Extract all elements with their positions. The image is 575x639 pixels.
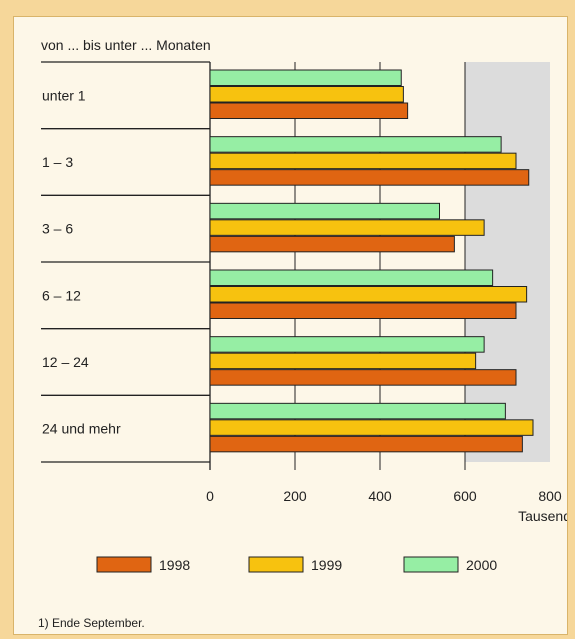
legend-swatch-1999 (248, 556, 304, 573)
chart-frame: unter 1 1 – 3 3 – 6 6 – 12 12 – 24 24 und meh… (13, 16, 568, 635)
x-tick-label: 600 (453, 488, 477, 504)
legend-swatch-1998 (96, 556, 152, 573)
legend-label-1998: 1998 (159, 557, 190, 573)
category-label: 6 – 12 (42, 287, 81, 303)
category-labels: unter 1 1 – 3 3 – 6 6 – 12 12 – 24 24 und meh… (42, 87, 121, 436)
legend-label-2000: 2000 (466, 557, 497, 573)
bar-1999-4 (209, 286, 528, 303)
bar-2000-1 (209, 69, 402, 86)
x-tick-label: 200 (283, 488, 307, 504)
bar-1999-3 (209, 219, 485, 236)
bar-1998-3 (209, 235, 455, 253)
category-label: 24 und mehr (42, 421, 121, 437)
x-unit-label: Tausend (518, 508, 567, 524)
category-label: 3 – 6 (42, 221, 73, 237)
bar-1998-5 (209, 369, 517, 386)
x-tick-label: 0 (206, 488, 214, 504)
x-tick-label: 800 (538, 488, 562, 504)
category-label: 12 – 24 (42, 354, 89, 370)
footnote: 1) Ende September. (38, 616, 145, 630)
bar-1999-2 (209, 152, 517, 170)
legend-swatch-2000 (403, 556, 459, 573)
shaded-band (465, 62, 550, 462)
bar-1998-6 (209, 435, 523, 453)
bar-2000-4 (209, 269, 494, 286)
bar-2000-6 (209, 402, 506, 420)
bar-chart: unter 1 1 – 3 3 – 6 6 – 12 12 – 24 24 und meh… (38, 37, 567, 630)
bar-2000-5 (209, 336, 485, 353)
bar-1999-5 (209, 352, 477, 370)
bar-1998-1 (209, 102, 409, 119)
gridlines (209, 62, 466, 470)
bars (209, 69, 534, 453)
bar-2000-3 (209, 202, 440, 220)
x-tick-labels: 0 200 400 600 800 (206, 488, 562, 504)
bar-1999-6 (209, 419, 534, 436)
category-separators (41, 61, 210, 463)
bar-1998-4 (209, 302, 517, 319)
bar-2000-2 (209, 136, 502, 153)
category-label: unter 1 (42, 87, 86, 103)
bar-1998-2 (209, 169, 530, 186)
legend-label-1999: 1999 (311, 557, 342, 573)
bar-1999-1 (209, 86, 404, 103)
legend: 1998 1999 2000 (96, 556, 497, 573)
chart-title: von ... bis unter ... Monaten (41, 37, 211, 53)
category-label: 1 – 3 (42, 154, 73, 170)
x-tick-label: 400 (368, 488, 392, 504)
